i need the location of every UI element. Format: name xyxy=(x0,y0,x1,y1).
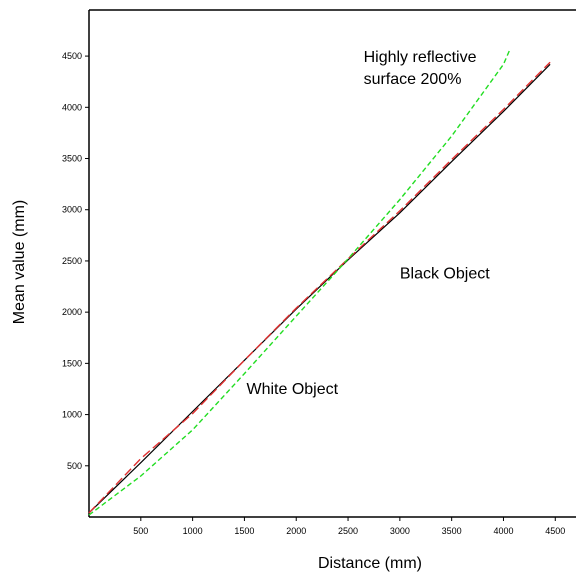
y-tick-label: 500 xyxy=(67,461,82,471)
y-tick-label: 3000 xyxy=(62,205,82,215)
y-axis-label: Mean value (mm) xyxy=(11,200,28,324)
reflective-surface-line xyxy=(88,49,511,516)
x-tick-label: 4500 xyxy=(545,526,565,536)
ticks-layer: 500 1000 1500 2000 2500 3000 3500 4000 4500 500 10… xyxy=(62,51,565,536)
black-object-line xyxy=(88,63,551,514)
y-tick-label: 4000 xyxy=(62,102,82,112)
series-layer xyxy=(88,49,551,516)
x-tick-label: 1500 xyxy=(234,526,254,536)
x-tick-label: 500 xyxy=(133,526,148,536)
annotation-black-object: Black Object xyxy=(400,265,490,282)
x-tick-label: 2000 xyxy=(286,526,306,536)
y-tick-label: 2000 xyxy=(62,307,82,317)
annotation-reflective-surface: Highly reflective surface 200% xyxy=(364,49,477,88)
y-tick-label: 1500 xyxy=(62,358,82,368)
x-tick-label: 3000 xyxy=(390,526,410,536)
x-tick-label: 4000 xyxy=(493,526,513,536)
x-tick-label: 1000 xyxy=(183,526,203,536)
y-tick-label: 2500 xyxy=(62,256,82,266)
y-tick-label: 1000 xyxy=(62,410,82,420)
plot-frame xyxy=(88,9,576,518)
x-tick-label: 2500 xyxy=(338,526,358,536)
x-tick-label: 3500 xyxy=(442,526,462,536)
red-dashed-line xyxy=(88,61,551,514)
x-axis-label: Distance (mm) xyxy=(318,555,422,572)
annotation-layer: Highly reflective surface 200% Black Objec… xyxy=(246,49,490,398)
y-tick-label: 4500 xyxy=(62,51,82,61)
y-tick-label: 3500 xyxy=(62,154,82,164)
annotation-white-object: White Object xyxy=(246,381,338,398)
